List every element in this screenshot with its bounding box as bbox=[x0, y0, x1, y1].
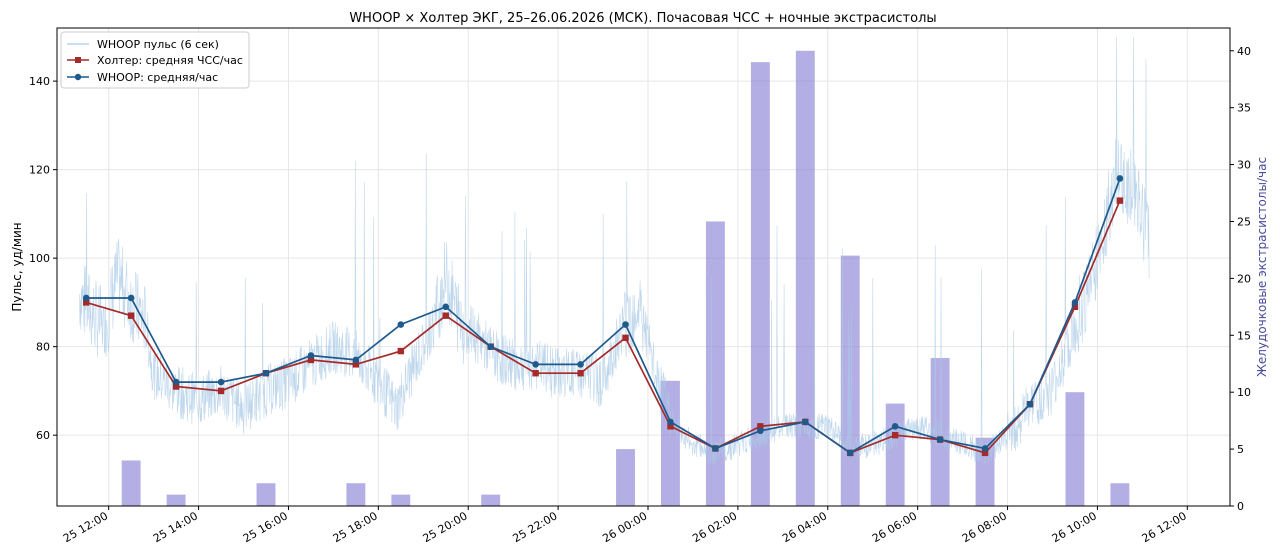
y-tick-label: 140 bbox=[29, 75, 50, 88]
grid bbox=[57, 28, 1230, 506]
whoop-point bbox=[981, 445, 989, 452]
y2-tick-label: 30 bbox=[1237, 159, 1251, 172]
y-tick-label: 100 bbox=[29, 252, 50, 265]
pvc-bar bbox=[121, 460, 141, 506]
whoop-point bbox=[622, 321, 629, 328]
pvc-bar bbox=[975, 437, 995, 506]
holter-point bbox=[891, 431, 899, 439]
y-tick-label: 60 bbox=[36, 429, 50, 442]
whoop-point bbox=[262, 369, 270, 377]
bars bbox=[121, 50, 1130, 507]
whoop-point bbox=[1026, 400, 1034, 408]
whoop-point bbox=[487, 343, 494, 350]
holter-point bbox=[1116, 197, 1124, 204]
y-tick-label: 120 bbox=[29, 164, 50, 177]
pvc-bar bbox=[616, 449, 635, 506]
legend: WHOOP пульс (6 сек) Холтер: средняя ЧСС/… bbox=[60, 31, 250, 89]
whoop-point bbox=[577, 361, 584, 368]
holter-point bbox=[352, 361, 360, 368]
pvc-bar bbox=[346, 483, 366, 506]
y2-axis-ticks: 0 5 10 15 20 25 30 35 40 bbox=[1230, 45, 1251, 513]
holter-point bbox=[577, 370, 584, 377]
whoop-raw-line bbox=[79, 36, 1150, 465]
y2-axis-title: Желудочковые экстрасистолы/час bbox=[1255, 157, 1269, 377]
y2-tick-label: 15 bbox=[1237, 329, 1251, 342]
holter-point bbox=[442, 312, 449, 319]
y2-tick-label: 0 bbox=[1237, 500, 1244, 513]
legend-holter-marker bbox=[75, 57, 81, 63]
pvc-bar bbox=[1110, 483, 1130, 506]
whoop-point bbox=[1116, 175, 1124, 182]
pvc-bar bbox=[1065, 392, 1085, 506]
whoop-point bbox=[846, 449, 854, 457]
pvc-bar bbox=[930, 358, 950, 506]
whoop-point bbox=[757, 427, 764, 435]
whoop-point bbox=[397, 321, 405, 328]
legend-holter-label: Холтер: средняя ЧСС/час bbox=[97, 54, 243, 67]
whoop-point bbox=[217, 378, 225, 386]
pvc-bar bbox=[750, 62, 770, 507]
y-axis-title: Пульс, уд/мин bbox=[10, 222, 24, 311]
whoop-point bbox=[891, 423, 899, 430]
hourly-lines bbox=[82, 175, 1124, 457]
whoop-point bbox=[172, 378, 180, 386]
holter-point bbox=[667, 423, 674, 430]
holter-point bbox=[397, 347, 405, 355]
holter-point bbox=[127, 312, 135, 319]
holter-point bbox=[532, 370, 539, 377]
pvc-bar bbox=[661, 380, 680, 506]
plot-frame bbox=[56, 27, 1231, 507]
pvc-bar bbox=[885, 403, 905, 506]
legend-whoop-marker bbox=[74, 73, 82, 81]
y2-tick-label: 5 bbox=[1237, 443, 1244, 456]
whoop-point bbox=[307, 352, 315, 359]
y2-tick-label: 35 bbox=[1237, 102, 1251, 115]
whoop-point bbox=[532, 361, 539, 368]
chart-title: WHOOP × Холтер ЭКГ, 25–26.06.2026 (МСК).… bbox=[349, 11, 936, 26]
whoop-point bbox=[352, 356, 360, 364]
pvc-bar bbox=[795, 50, 815, 507]
pvc-bar bbox=[391, 494, 411, 506]
y2-tick-label: 10 bbox=[1237, 386, 1251, 399]
holter-point bbox=[981, 449, 989, 457]
holter-point bbox=[757, 423, 764, 430]
y-axis-ticks: 60 80 100 120 140 bbox=[29, 75, 57, 442]
pvc-bar bbox=[705, 221, 725, 506]
whoop-point bbox=[442, 303, 450, 311]
y-tick-label: 80 bbox=[36, 341, 50, 354]
legend-raw-label: WHOOP пульс (6 сек) bbox=[97, 38, 219, 51]
holter-point bbox=[217, 387, 225, 395]
y2-tick-label: 20 bbox=[1237, 272, 1251, 285]
whoop-point bbox=[712, 445, 719, 452]
whoop-point bbox=[127, 294, 135, 302]
holter-point bbox=[1071, 303, 1079, 311]
pvc-bar bbox=[166, 494, 186, 506]
holter-point bbox=[83, 299, 90, 306]
whoop-line bbox=[86, 178, 1121, 454]
holter-point bbox=[307, 356, 315, 364]
whoop-point bbox=[801, 418, 809, 426]
pvc-bar bbox=[481, 494, 501, 506]
legend-whoop-label: WHOOP: средняя/час bbox=[97, 71, 218, 84]
y2-tick-label: 25 bbox=[1237, 215, 1251, 228]
holter-point bbox=[622, 334, 629, 342]
holter-point bbox=[172, 383, 180, 390]
legend-box bbox=[60, 31, 250, 89]
pvc-bar bbox=[840, 255, 860, 506]
whoop-point bbox=[667, 418, 674, 426]
whoop-point bbox=[936, 436, 944, 443]
whoop-point bbox=[1071, 299, 1079, 306]
y2-tick-label: 40 bbox=[1237, 45, 1251, 58]
raw-series bbox=[79, 36, 1150, 465]
pvc-bar bbox=[256, 483, 276, 506]
whoop-point bbox=[82, 294, 90, 302]
